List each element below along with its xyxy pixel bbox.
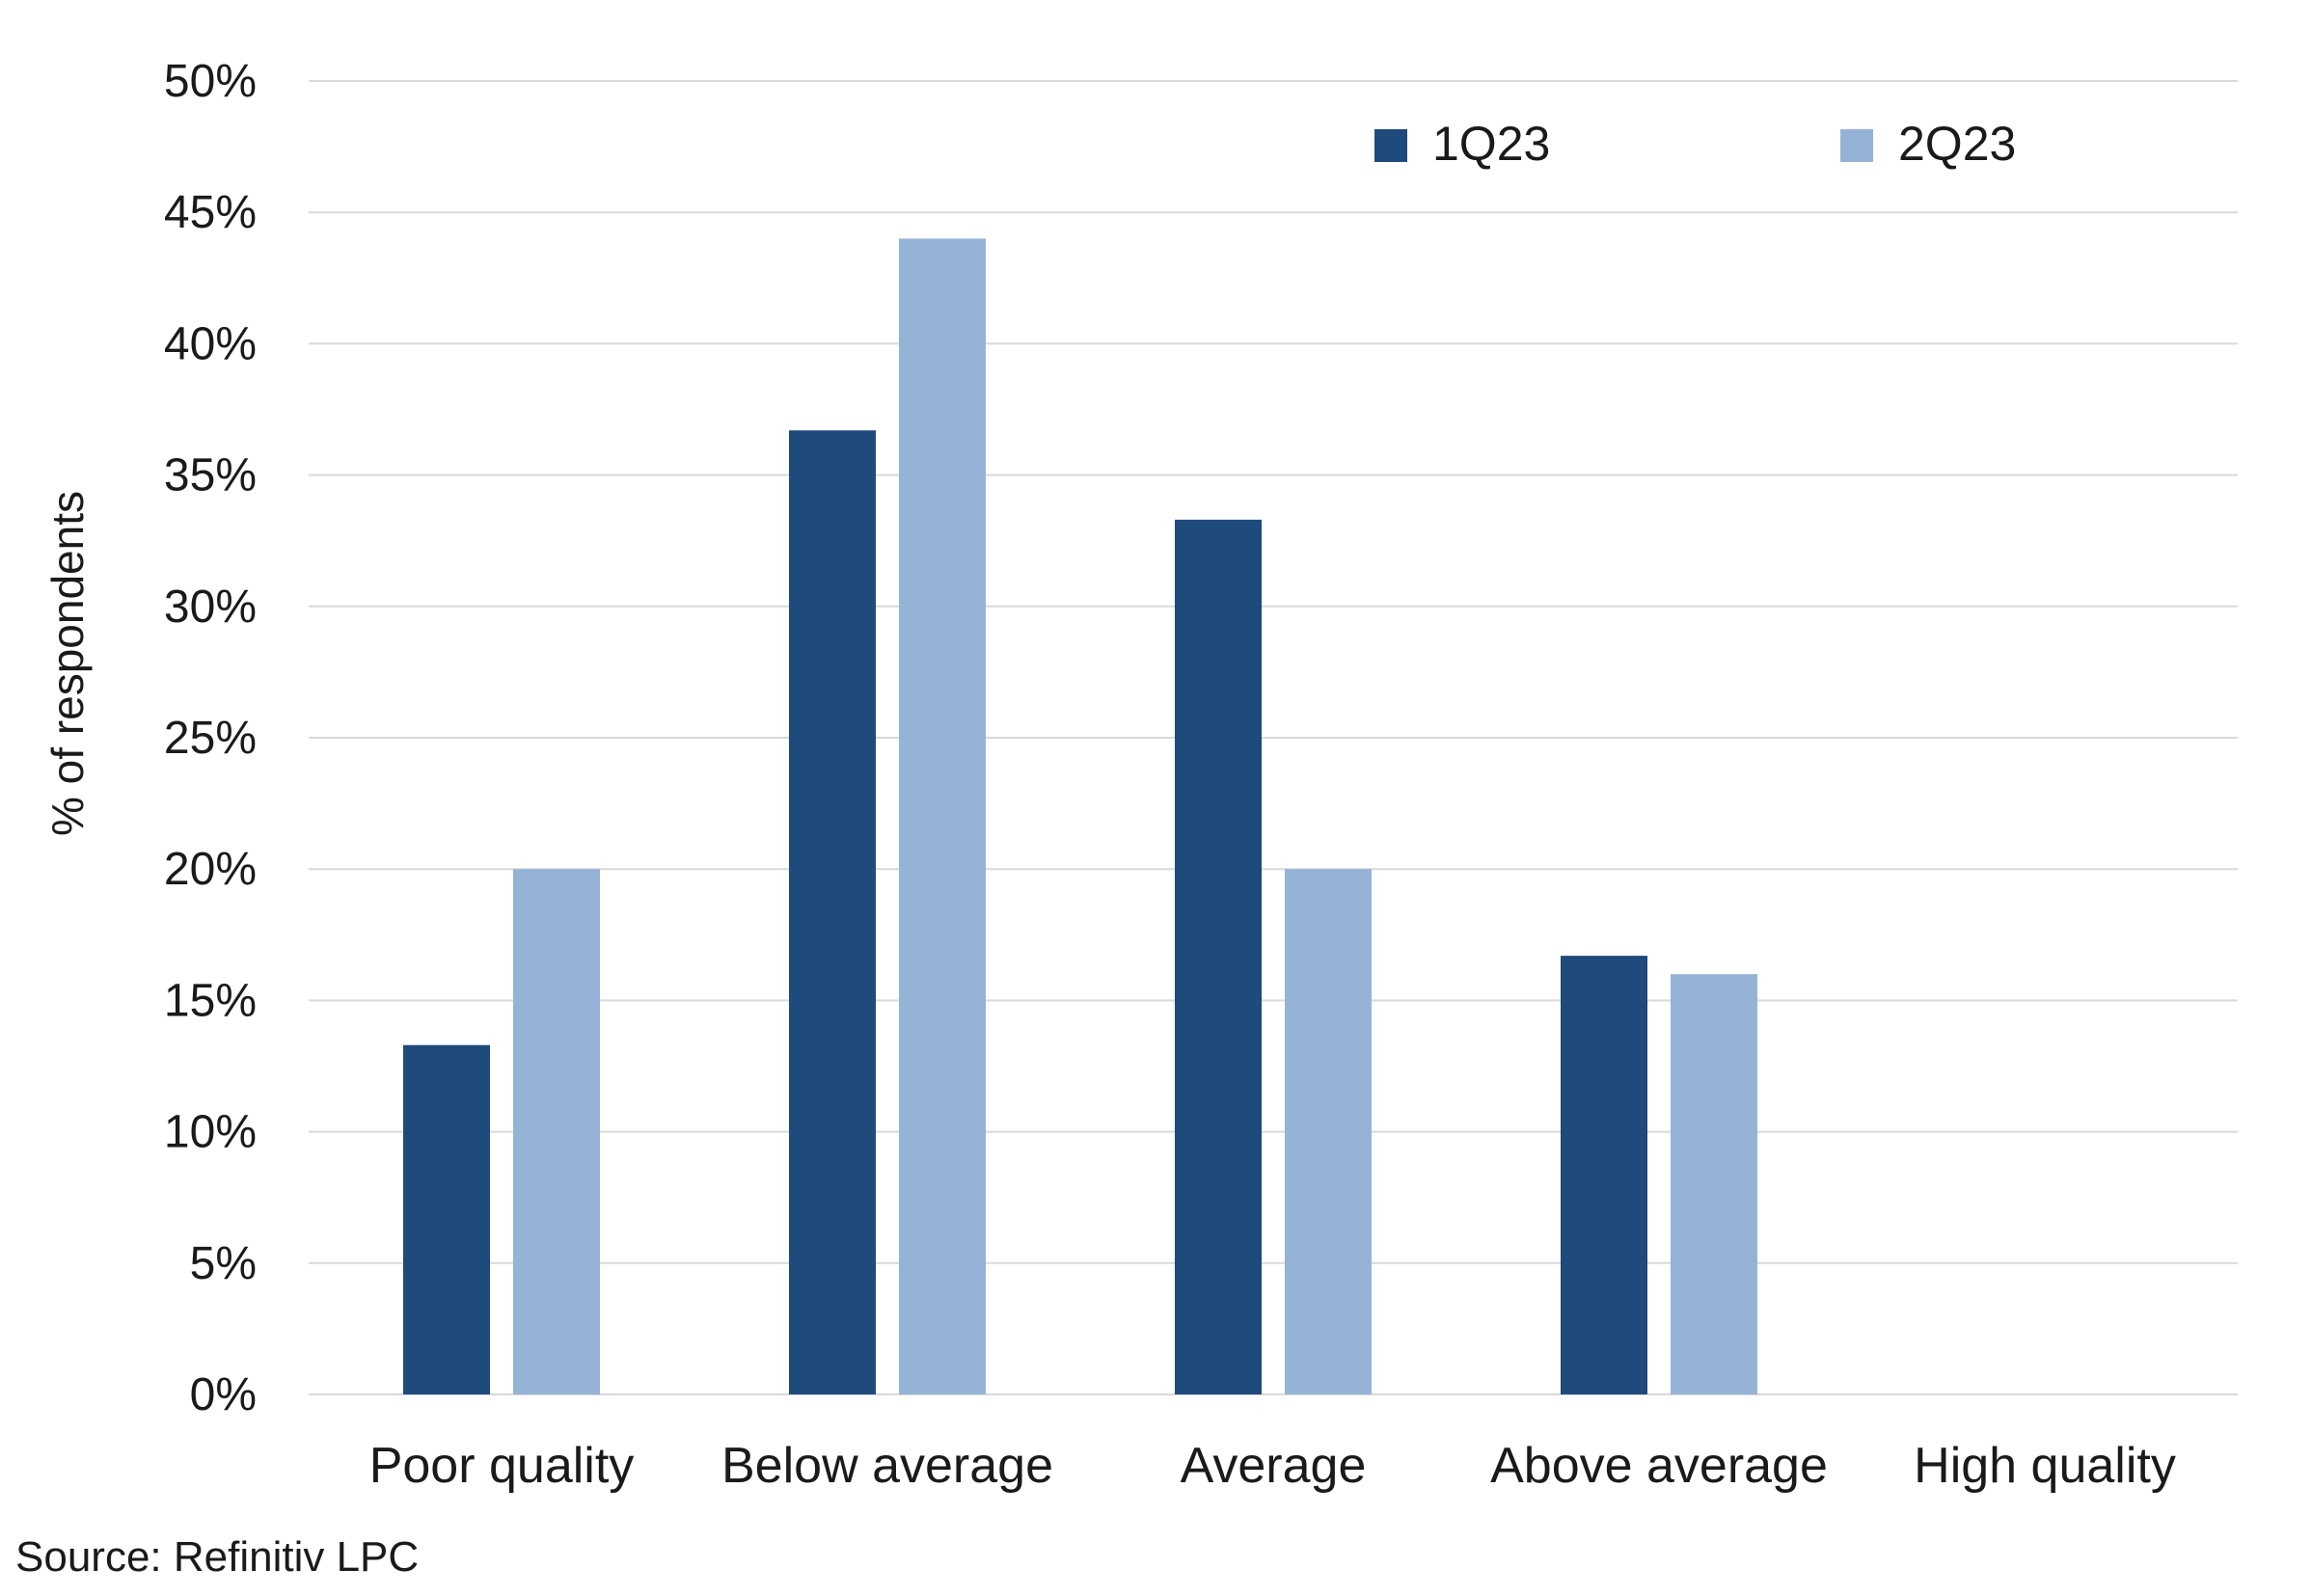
y-tick-label: 45% [164, 187, 257, 238]
x-tick-label: Below average [721, 1438, 1053, 1494]
y-tick-label: 40% [164, 318, 257, 369]
x-tick-label: Above average [1490, 1438, 1828, 1494]
x-tick-label: Poor quality [369, 1438, 635, 1494]
bar-1q23-above-average [1561, 956, 1647, 1394]
x-tick-label: Average [1181, 1438, 1367, 1494]
x-axis-ticks: Poor quality Below average Average Above av… [369, 1438, 2176, 1494]
y-tick-label: 5% [190, 1238, 257, 1289]
y-tick-label: 20% [164, 844, 257, 895]
legend-swatch [1840, 129, 1873, 162]
y-axis-ticks: 0% 5% 10% 15% 20% 25% 30% 35% 40% 45% 50% [164, 56, 257, 1420]
y-tick-label: 25% [164, 713, 257, 764]
y-tick-label: 15% [164, 975, 257, 1026]
bar-1q23-average [1175, 519, 1262, 1394]
y-tick-label: 10% [164, 1107, 257, 1158]
y-axis-title: % of respondents [42, 491, 93, 836]
legend: 1Q23 2Q23 [1374, 117, 2016, 171]
y-tick-label: 50% [164, 56, 257, 107]
y-tick-label: 30% [164, 582, 257, 633]
bar-2q23-average [1285, 869, 1372, 1394]
x-tick-label: High quality [1914, 1438, 2176, 1494]
bar-1q23-below-average [789, 430, 876, 1394]
gridlines [309, 80, 2238, 1395]
bar-2q23-poor-quality [513, 869, 600, 1394]
y-tick-label: 35% [164, 450, 257, 501]
source-note: Source: Refinitiv LPC [15, 1533, 420, 1581]
legend-label: 2Q23 [1898, 117, 2016, 171]
bar-2q23-below-average [899, 238, 986, 1395]
y-tick-label: 0% [190, 1369, 257, 1420]
bar-2q23-above-average [1671, 974, 1757, 1394]
bars [403, 238, 1757, 1395]
legend-swatch [1374, 129, 1407, 162]
legend-label: 1Q23 [1432, 117, 1550, 171]
bar-1q23-poor-quality [403, 1044, 490, 1394]
